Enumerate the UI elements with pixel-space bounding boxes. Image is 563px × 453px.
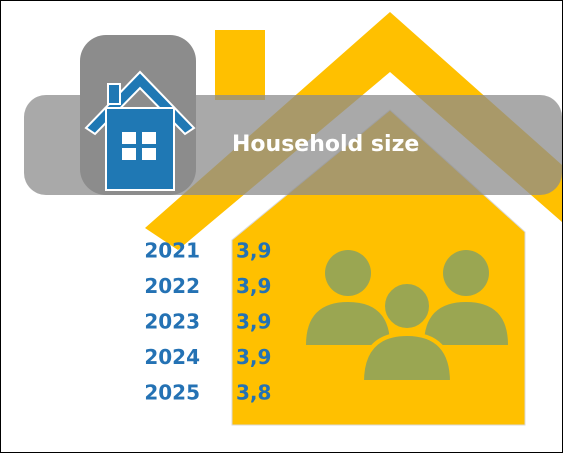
infographic: Household size 2021 3,9 2022 3,9 2023 3,9 2024… xyxy=(0,0,563,453)
year: 2025 xyxy=(144,381,200,405)
value: 3,9 xyxy=(236,310,271,334)
year: 2021 xyxy=(144,239,200,263)
chimney xyxy=(215,30,265,100)
value: 3,9 xyxy=(236,345,271,369)
value: 3,8 xyxy=(236,381,271,405)
year: 2023 xyxy=(144,310,200,334)
value: 3,9 xyxy=(236,274,271,298)
year: 2022 xyxy=(144,274,200,298)
year: 2024 xyxy=(144,345,200,369)
value: 3,9 xyxy=(236,239,271,263)
page: Household size 2021 3,9 2022 3,9 2023 3,9 2024… xyxy=(0,0,563,453)
title: Household size xyxy=(232,132,419,157)
